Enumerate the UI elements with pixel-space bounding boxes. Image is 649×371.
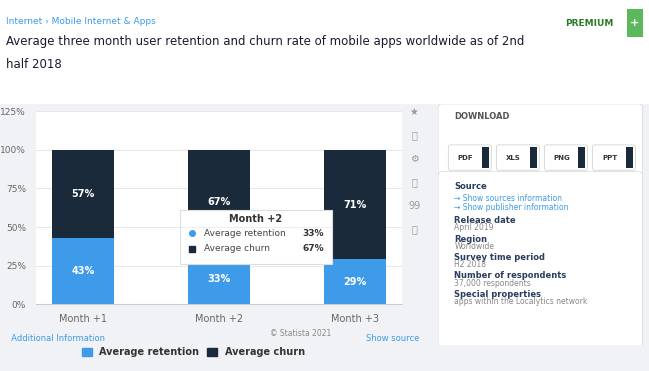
Text: PREMIUM: PREMIUM xyxy=(565,19,613,28)
Text: 71%: 71% xyxy=(343,200,367,210)
Text: half 2018: half 2018 xyxy=(6,58,62,70)
Text: Show source: Show source xyxy=(367,334,425,343)
Text: ⎙: ⎙ xyxy=(411,224,417,234)
Text: 43%: 43% xyxy=(71,266,95,276)
Text: Average retention: Average retention xyxy=(204,229,286,238)
Bar xyxy=(53,238,114,304)
Bar xyxy=(578,147,585,168)
Text: +: + xyxy=(630,18,639,28)
FancyBboxPatch shape xyxy=(448,145,491,170)
Text: → Show publisher information: → Show publisher information xyxy=(454,203,569,212)
Text: Number of respondents: Number of respondents xyxy=(454,272,567,280)
Text: Additional Information: Additional Information xyxy=(6,334,106,343)
FancyBboxPatch shape xyxy=(545,145,587,170)
Text: 57%: 57% xyxy=(71,189,95,199)
FancyBboxPatch shape xyxy=(438,104,643,176)
Bar xyxy=(53,150,114,238)
Text: 🔔: 🔔 xyxy=(411,131,417,140)
Text: © Statista 2021: © Statista 2021 xyxy=(270,329,331,338)
Text: Region: Region xyxy=(454,234,487,244)
Text: 37,000 respondents: 37,000 respondents xyxy=(454,279,531,288)
Text: ⚙: ⚙ xyxy=(410,154,419,164)
Legend: Average retention, Average churn: Average retention, Average churn xyxy=(78,343,309,361)
Text: Average churn: Average churn xyxy=(204,244,270,253)
Text: Survey time period: Survey time period xyxy=(454,253,545,262)
Text: apps within the Localytics network: apps within the Localytics network xyxy=(454,297,588,306)
FancyBboxPatch shape xyxy=(438,171,643,347)
Text: PNG: PNG xyxy=(554,155,570,161)
Text: Worldwide: Worldwide xyxy=(454,242,495,251)
Text: DOWNLOAD: DOWNLOAD xyxy=(454,112,510,121)
Text: H2 2018: H2 2018 xyxy=(454,260,487,269)
Text: ⤴: ⤴ xyxy=(411,177,417,187)
Text: Special properties: Special properties xyxy=(454,290,541,299)
Text: PDF: PDF xyxy=(458,155,474,161)
Text: 67%: 67% xyxy=(302,244,324,253)
FancyBboxPatch shape xyxy=(496,145,539,170)
Text: 33%: 33% xyxy=(302,229,324,238)
Text: 67%: 67% xyxy=(208,197,230,207)
Text: ★: ★ xyxy=(410,107,419,117)
Bar xyxy=(324,259,386,304)
Bar xyxy=(324,150,386,259)
Text: XLS: XLS xyxy=(506,155,521,161)
Text: Release date: Release date xyxy=(454,216,516,225)
Bar xyxy=(626,147,633,168)
Bar xyxy=(482,147,489,168)
Text: Average three month user retention and churn rate of mobile apps worldwide as of: Average three month user retention and c… xyxy=(6,35,525,48)
Bar xyxy=(188,150,250,253)
Bar xyxy=(530,147,537,168)
Bar xyxy=(188,253,250,304)
Text: 33%: 33% xyxy=(208,274,230,284)
Text: Source: Source xyxy=(454,182,487,191)
FancyBboxPatch shape xyxy=(593,145,635,170)
Text: 99: 99 xyxy=(408,201,420,211)
Text: April 2019: April 2019 xyxy=(454,223,494,232)
Text: Internet › Mobile Internet & Apps: Internet › Mobile Internet & Apps xyxy=(6,17,156,26)
Bar xyxy=(628,9,643,37)
FancyBboxPatch shape xyxy=(554,8,631,39)
Text: Month +2: Month +2 xyxy=(229,214,282,224)
FancyBboxPatch shape xyxy=(180,210,332,264)
Text: 29%: 29% xyxy=(343,277,367,287)
Text: → Show sources information: → Show sources information xyxy=(454,194,563,203)
Text: PPT: PPT xyxy=(602,155,617,161)
